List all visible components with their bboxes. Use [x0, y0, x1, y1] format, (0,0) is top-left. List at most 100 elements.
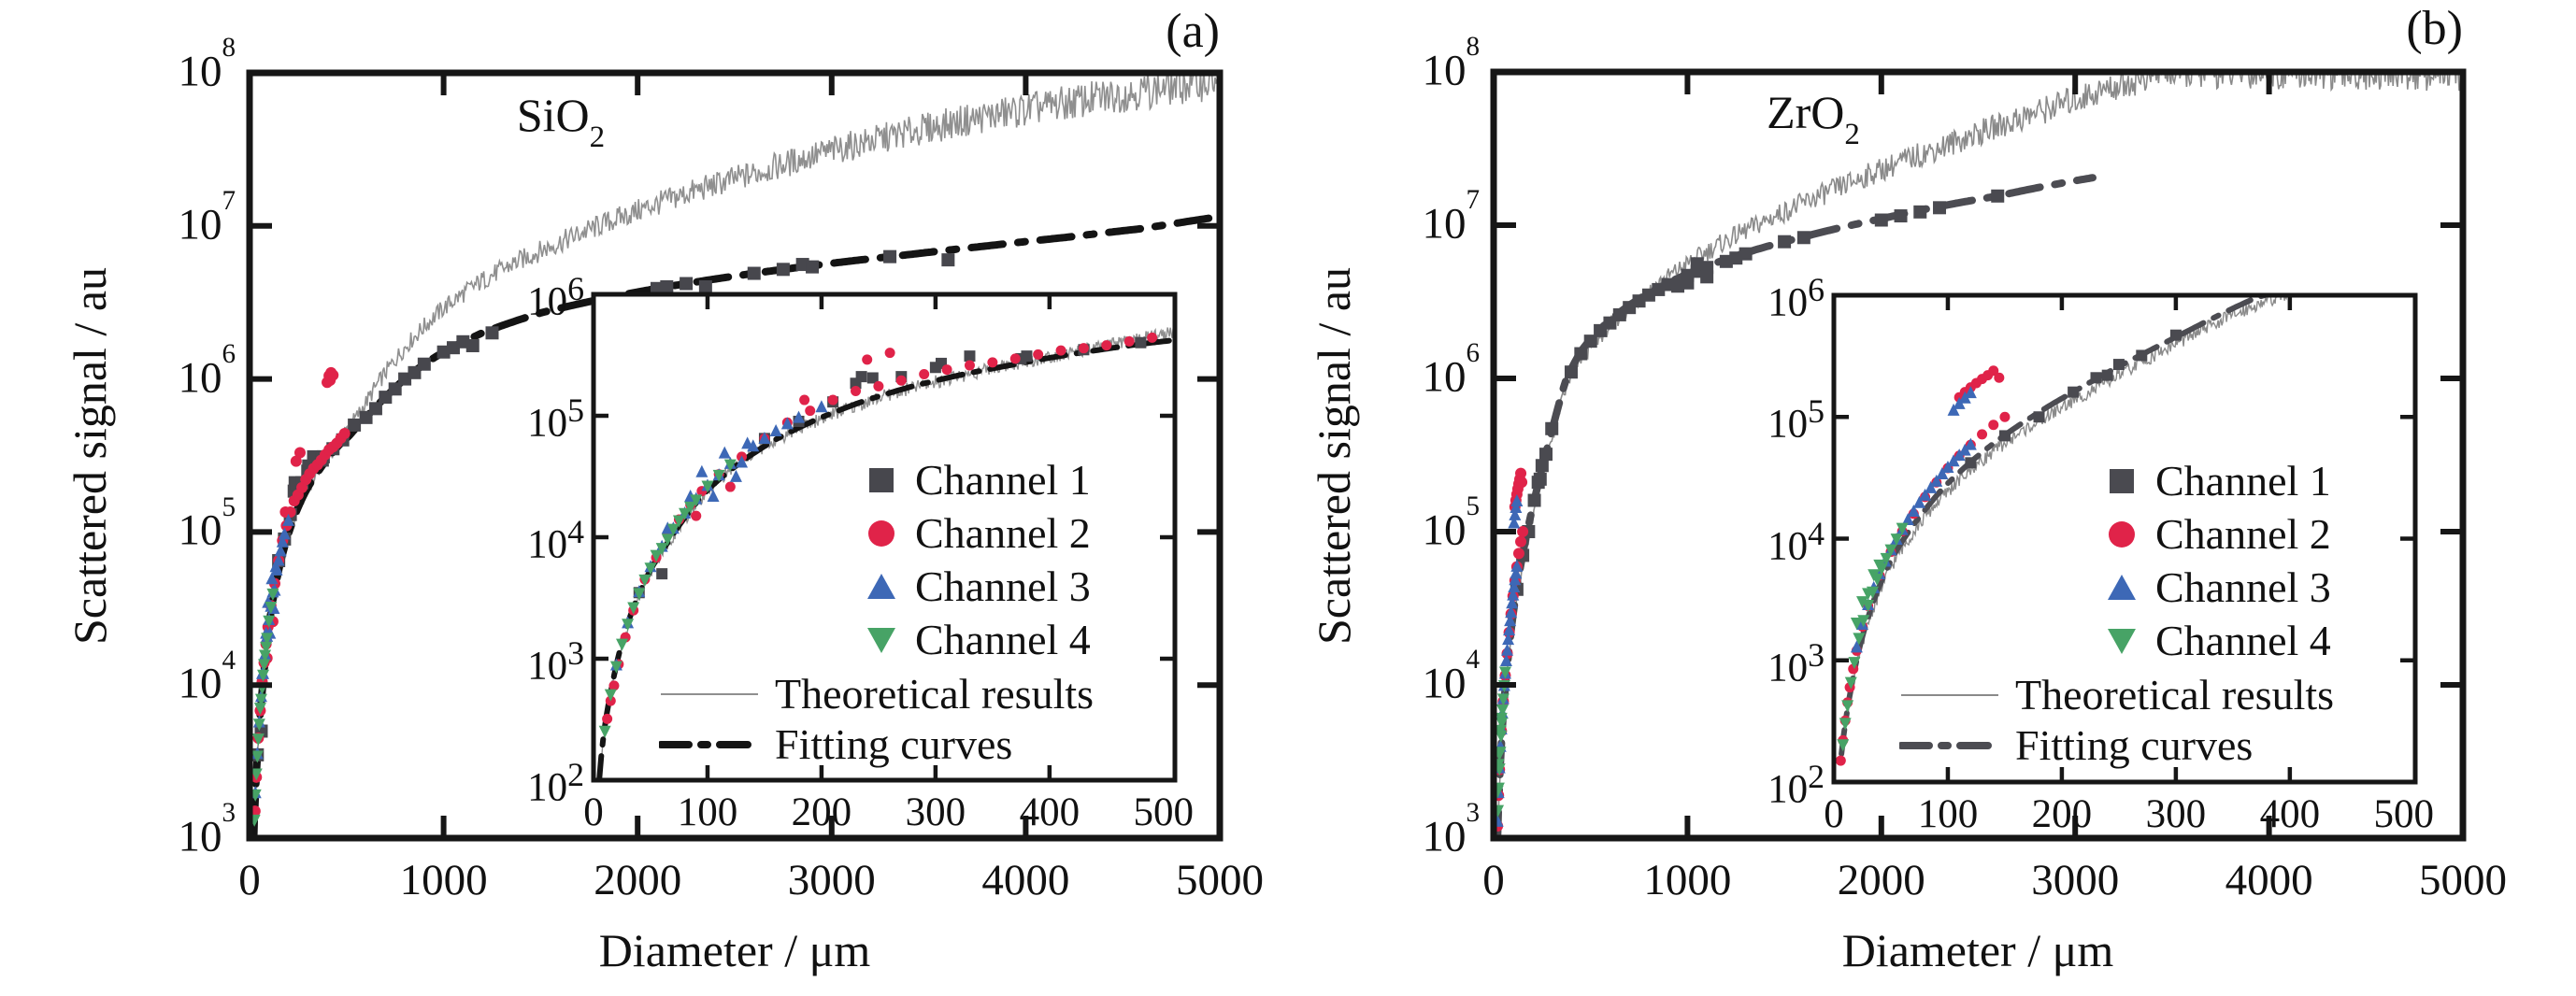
data-point: [1894, 209, 1908, 223]
data-point: [250, 768, 263, 781]
data-point: [465, 338, 479, 352]
data-point: [259, 649, 272, 662]
data-point: [2512, 246, 2524, 257]
data-point: [723, 459, 737, 472]
data-point: [1899, 263, 1911, 274]
panel-0-inset-content: [596, 252, 2025, 780]
data-point: [252, 719, 265, 732]
data-point: [964, 350, 976, 363]
data-point: [769, 423, 782, 436]
data-point: [627, 602, 640, 615]
data-point: [799, 394, 810, 406]
data-point: [712, 469, 725, 482]
data-point: [266, 588, 279, 601]
data-point: [650, 549, 663, 562]
data-point: [1728, 267, 1739, 278]
data-point: [1866, 586, 1879, 599]
data-point: [1991, 189, 2005, 203]
data-point: [1884, 544, 1897, 557]
data-point: [1557, 284, 1568, 295]
data-point: [862, 354, 873, 365]
data-point: [1936, 466, 1949, 479]
data-point: [274, 544, 287, 557]
data-point: [815, 400, 828, 413]
main-border: [246, 69, 1224, 842]
data-point: [736, 455, 749, 468]
data-point: [338, 428, 351, 440]
panel-1-inset-content: [1835, 239, 2576, 766]
inset-background: [594, 294, 1175, 780]
data-point: [246, 924, 258, 936]
data-point: [1835, 755, 1846, 766]
data-point: [622, 619, 635, 632]
data-point: [1055, 345, 1066, 356]
data-point: [758, 431, 771, 444]
data-point: [278, 527, 291, 540]
data-point: [250, 750, 264, 763]
data-point: [1890, 534, 1903, 547]
panel-1-main-content: [1490, 72, 2462, 945]
data-point: [1496, 704, 1510, 717]
data-point: [246, 908, 257, 919]
data-point: [666, 523, 680, 536]
data-point: [1515, 467, 1527, 479]
data-point: [780, 417, 794, 430]
data-point: [251, 733, 265, 747]
data-point: [1527, 493, 1541, 507]
data-point: [2569, 239, 2576, 250]
data-point: [1862, 600, 1875, 613]
data-point: [1503, 623, 1516, 636]
data-point: [608, 680, 620, 691]
data-point: [1033, 349, 1044, 360]
data-point: [987, 357, 998, 368]
data-point: [1515, 535, 1527, 548]
data-point: [2068, 386, 2080, 398]
data-point: [941, 253, 955, 267]
data-point: [1988, 420, 1999, 431]
data-point: [851, 385, 862, 396]
data-point: [1490, 933, 1501, 945]
data-point: [691, 510, 702, 521]
data-point: [388, 382, 402, 396]
data-point: [260, 641, 273, 654]
data-point: [1495, 730, 1508, 743]
data-point: [2136, 349, 2148, 362]
data-point: [1533, 472, 1547, 486]
data-point: [1880, 552, 1893, 565]
data-point: [1021, 350, 1033, 363]
data-point: [1994, 372, 2005, 383]
data-point: [1837, 739, 1850, 752]
data-point: [729, 469, 742, 482]
data-point: [598, 725, 611, 738]
data-point: [1502, 633, 1515, 646]
data-point: [1508, 579, 1521, 592]
data-point: [1490, 912, 1502, 924]
data-point: [1147, 332, 1158, 343]
data-point: [276, 534, 289, 548]
data-point: [609, 661, 623, 674]
data-point: [1848, 663, 1859, 675]
data-point: [1977, 429, 1988, 440]
data-point: [1491, 861, 1503, 873]
data-point: [747, 266, 761, 280]
data-point: [1510, 566, 1523, 579]
channel-4-points-main: [1490, 666, 1511, 924]
data-point: [684, 501, 697, 514]
data-point: [1078, 343, 1089, 354]
data-point: [1272, 320, 1283, 331]
data-point: [2169, 329, 2182, 341]
data-point: [1496, 717, 1509, 730]
data-point: [1841, 700, 1854, 713]
channel-4-points-inset: [598, 459, 737, 738]
data-point: [258, 659, 271, 672]
data-point: [1839, 718, 1852, 731]
fitting-curve-inset: [1839, 295, 2275, 757]
data-point: [661, 534, 674, 547]
data-point: [1500, 289, 1511, 300]
data-point: [2013, 252, 2025, 263]
data-point: [895, 375, 907, 386]
data-point: [1329, 312, 1340, 323]
data-point: [873, 380, 884, 391]
data-point: [964, 360, 975, 371]
